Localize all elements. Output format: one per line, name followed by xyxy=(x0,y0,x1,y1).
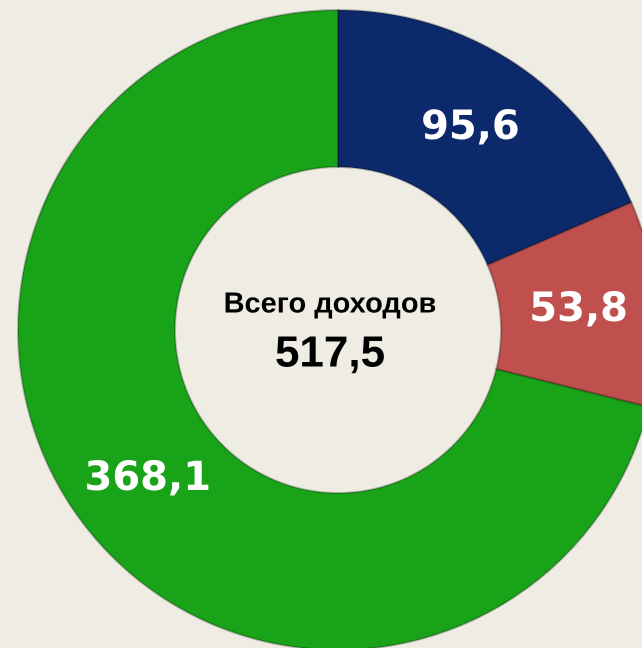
center-total: 517,5 xyxy=(275,328,385,377)
donut-slice xyxy=(17,8,642,648)
donut-slice xyxy=(486,201,642,407)
value-label: 53,8 xyxy=(529,285,628,331)
donut-slice xyxy=(337,8,633,267)
center-title: Всего доходов xyxy=(224,288,437,320)
value-label: 368,1 xyxy=(85,454,212,500)
value-label: 95,6 xyxy=(421,103,520,149)
